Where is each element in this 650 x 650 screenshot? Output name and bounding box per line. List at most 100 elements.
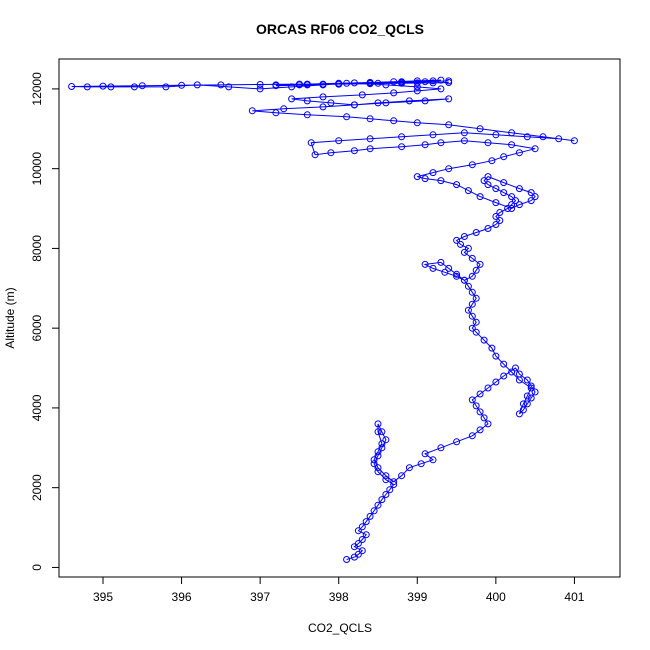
data-point — [390, 478, 398, 486]
data-point — [464, 306, 472, 314]
data-point — [515, 376, 523, 384]
data-point — [374, 452, 382, 460]
data-point — [378, 496, 386, 504]
data-point — [437, 258, 445, 266]
data-point — [508, 368, 516, 376]
data-point — [350, 147, 358, 155]
data-point — [382, 99, 390, 107]
y-axis-label: Altitude (m) — [3, 287, 17, 348]
data-point — [178, 81, 186, 89]
data-point — [390, 117, 398, 125]
data-point — [374, 79, 382, 87]
data-point — [457, 240, 464, 248]
data-point — [303, 97, 311, 105]
y-tick-label: 12000 — [30, 72, 44, 106]
data-point — [453, 270, 461, 278]
data-point — [398, 79, 406, 86]
data-point — [374, 468, 382, 476]
data-point — [500, 179, 508, 187]
data-point — [413, 77, 421, 85]
data-point — [421, 78, 429, 86]
data-point — [523, 133, 531, 141]
data-point — [370, 456, 378, 464]
data-point — [539, 133, 547, 141]
data-point — [429, 456, 437, 464]
x-tick-label: 398 — [329, 590, 349, 604]
data-point — [358, 536, 366, 543]
data-point — [472, 266, 480, 274]
data-point — [453, 272, 461, 280]
data-point — [390, 481, 398, 488]
data-point — [500, 360, 508, 368]
data-point — [374, 464, 382, 472]
data-point — [162, 83, 170, 91]
data-point — [464, 244, 472, 252]
data-point — [429, 169, 437, 177]
data-point — [527, 197, 535, 205]
data-point — [492, 352, 500, 360]
data-point — [319, 103, 327, 111]
data-point — [527, 394, 535, 402]
data-point — [464, 282, 472, 290]
data-point — [570, 137, 578, 145]
data-point — [468, 272, 476, 280]
data-point — [354, 527, 362, 535]
data-point — [303, 81, 311, 89]
data-point — [508, 141, 516, 149]
data-point — [429, 79, 437, 87]
y-tick-label: 6000 — [30, 314, 44, 341]
data-point — [256, 81, 264, 88]
data-point — [382, 476, 390, 484]
data-point — [248, 107, 256, 115]
data-point — [508, 129, 516, 137]
data-point — [413, 87, 421, 95]
data-point — [421, 97, 429, 105]
x-tick-label: 396 — [172, 590, 192, 604]
data-point — [445, 165, 453, 173]
data-point — [288, 95, 296, 103]
data-point — [472, 229, 480, 236]
data-point — [480, 177, 488, 185]
data-point — [515, 201, 523, 209]
data-point — [441, 268, 449, 276]
data-point — [484, 420, 492, 428]
data-point — [272, 109, 280, 117]
data-point — [327, 99, 335, 107]
data-point — [500, 372, 508, 380]
data-point — [445, 264, 453, 272]
data-point — [445, 77, 453, 85]
data-point — [319, 80, 327, 88]
data-point — [484, 181, 492, 189]
data-point — [437, 85, 445, 93]
data-point — [519, 400, 527, 408]
data-point — [390, 78, 398, 86]
data-point — [460, 137, 468, 145]
data-point — [362, 531, 370, 539]
data-point — [343, 556, 351, 563]
data-point — [413, 173, 421, 181]
data-point — [492, 131, 500, 139]
data-point — [280, 105, 288, 113]
data-point — [523, 400, 531, 408]
data-point — [468, 161, 476, 169]
y-tick-label: 2000 — [30, 474, 44, 501]
data-point — [508, 193, 516, 201]
data-point — [508, 201, 516, 209]
data-point — [468, 300, 476, 308]
data-point — [468, 288, 476, 296]
data-point — [480, 336, 488, 344]
data-point — [354, 550, 362, 558]
data-point — [398, 133, 406, 141]
data-point — [256, 85, 264, 93]
data-point — [374, 99, 382, 107]
data-point — [374, 501, 382, 509]
y-axis: 0 2000 4000 6000 8000 10000 12000 — [30, 72, 59, 571]
data-point — [496, 209, 504, 216]
x-axis-label: CO2_QCLS — [308, 621, 372, 635]
y-tick-label: 10000 — [30, 152, 44, 186]
data-point — [429, 77, 437, 85]
data-point — [366, 115, 374, 123]
data-point — [515, 410, 523, 418]
data-point — [472, 318, 480, 326]
data-point — [527, 382, 535, 390]
